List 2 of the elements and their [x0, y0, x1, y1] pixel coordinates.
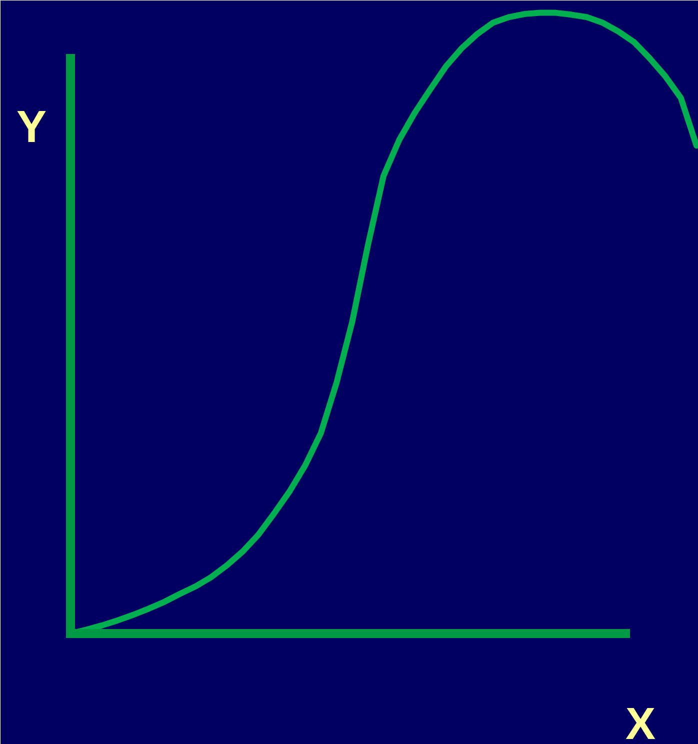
x-axis-title: X: [625, 698, 656, 744]
y-axis-title: Y: [16, 101, 47, 152]
